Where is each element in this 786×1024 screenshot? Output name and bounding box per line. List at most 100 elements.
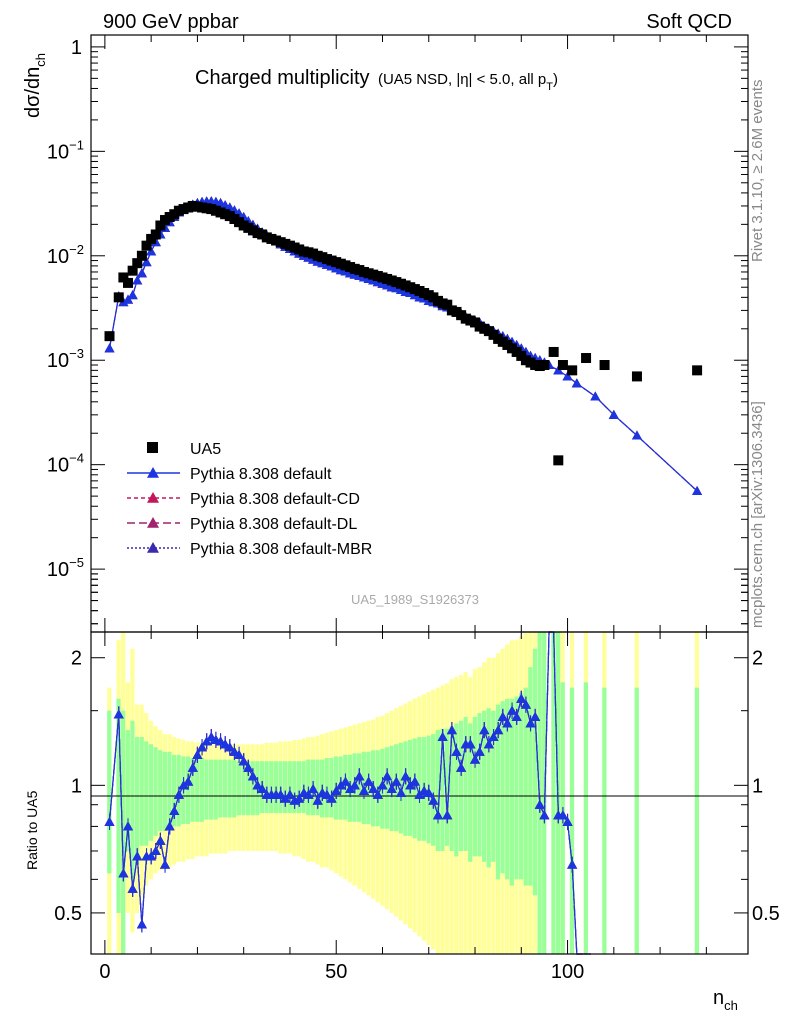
ratio-band-green [116,698,121,913]
y-ratio-tick-label-right: 1 [752,775,763,797]
main-mc-point [571,378,582,388]
y-ratio-tick-label: 1 [71,775,82,797]
ratio-band-green [199,758,204,822]
ratio-mc-point [428,795,439,805]
ratio-mc-point [118,868,129,878]
ratio-mc-point [312,795,323,805]
y-main-tick-label: 10−3 [47,346,84,372]
ratio-mc-point [197,742,208,752]
ratio-band-green [185,756,191,825]
ratio-band-green [542,632,547,954]
ratio-mc-point [488,732,499,742]
ratio-band-green [440,728,445,851]
legend-label: UA5 [190,441,221,458]
ua5-point [581,353,592,364]
ratio-mc-point [243,762,254,772]
ua5-point [539,360,550,371]
x-axis-ticks: 0 50 100 [99,35,707,983]
ratio-mc-point [530,711,541,721]
legend-label: Pythia 8.308 default-DL [190,516,357,533]
ratio-mc-point [183,776,194,786]
main-mc-point [127,290,138,300]
ratio-band-green [357,753,362,822]
ratio-band-green [486,708,491,868]
ratio-mc-point [465,739,476,749]
ratio-mc-point [146,851,157,861]
ratio-plot-frame [90,631,749,955]
x-tick-label: 100 [551,961,584,983]
ratio-mc-point [224,742,235,752]
rivet-info: Rivet 3.1.10, ≥ 2.6M events [749,80,766,263]
ua5-point [155,220,166,231]
ratio-band-green [634,687,639,954]
ratio-mc-point [377,780,388,790]
ua5-point [442,299,453,310]
ratio-mc-point [502,718,513,728]
ratio-mc-point [451,746,462,756]
plot-title-main: Charged multiplicity [195,67,370,89]
ratio-mc-point [562,816,573,826]
ratio-band-green [472,716,477,857]
ratio-band-green [125,730,130,851]
legend-marker-triangle [147,492,159,503]
ratio-mc-point [123,821,134,831]
ratio-mc-point [238,756,249,766]
ratio-mc-point [391,776,402,786]
ratio-band-green [444,728,450,846]
ratio-mc-point [456,762,467,772]
ratio-band-green [694,687,700,954]
ratio-mc-point [345,784,356,794]
main-mc-point [692,485,703,495]
ua5-point [631,371,642,382]
ratio-mc-point [178,780,189,790]
analysis-watermark: UA5_1989_S1926373 [351,592,479,607]
ratio-band-green [227,759,232,818]
ratio-mc-point [516,693,527,703]
ratio-mc-point [275,789,286,799]
ratio-mc-point [160,859,171,869]
ratio-mc-point [252,780,263,790]
x-tick-label: 0 [99,961,110,983]
y-main-axis-label: dσ/dnch [22,53,48,118]
legend-marker-triangle [147,467,159,478]
ua5-point [141,240,152,251]
ratio-mc-point [446,725,457,735]
ratio-band-green [195,758,200,822]
plot-title-sub: T [546,81,553,93]
ratio-mc-point [335,780,346,790]
plot-title-close: ) [553,71,558,88]
ratio-mc-point [169,805,180,815]
legend-label: Pythia 8.308 default [190,466,332,483]
ratio-mc-point [215,736,226,746]
y-main-tick-label: 10−1 [47,137,84,163]
ua5-point [548,346,559,357]
ratio-mc-point [433,810,444,820]
ratio-mc-point [479,725,490,735]
ratio-mc-point [136,919,147,929]
legend-marker-triangle [147,542,159,553]
ratio-band-green [292,761,297,814]
ua5-point [113,292,124,303]
ratio-mc-point [400,771,411,781]
ratio-band-green [514,696,519,880]
main-mc-point [631,430,642,440]
ratio-band-green [208,759,214,820]
ratio-band-green [403,741,408,836]
ua5-point [104,331,115,342]
ratio-mc-point [326,793,337,803]
ratio-mc-point [567,859,578,869]
ratio-mc-point [340,776,351,786]
ratio-band-green [449,726,454,851]
ratio-band-green [468,723,473,862]
ua5-point [132,258,143,269]
ratio-band-green [250,761,255,816]
ratio-band-green [477,713,482,857]
ratio-band-green [171,754,177,827]
ratio-band-green [218,759,223,818]
ratio-mc-point [511,711,522,721]
ua5-point [599,360,610,371]
ratio-mc-point [303,789,314,799]
ratio-mc-point [497,711,508,721]
ratio-band-green [329,758,334,818]
